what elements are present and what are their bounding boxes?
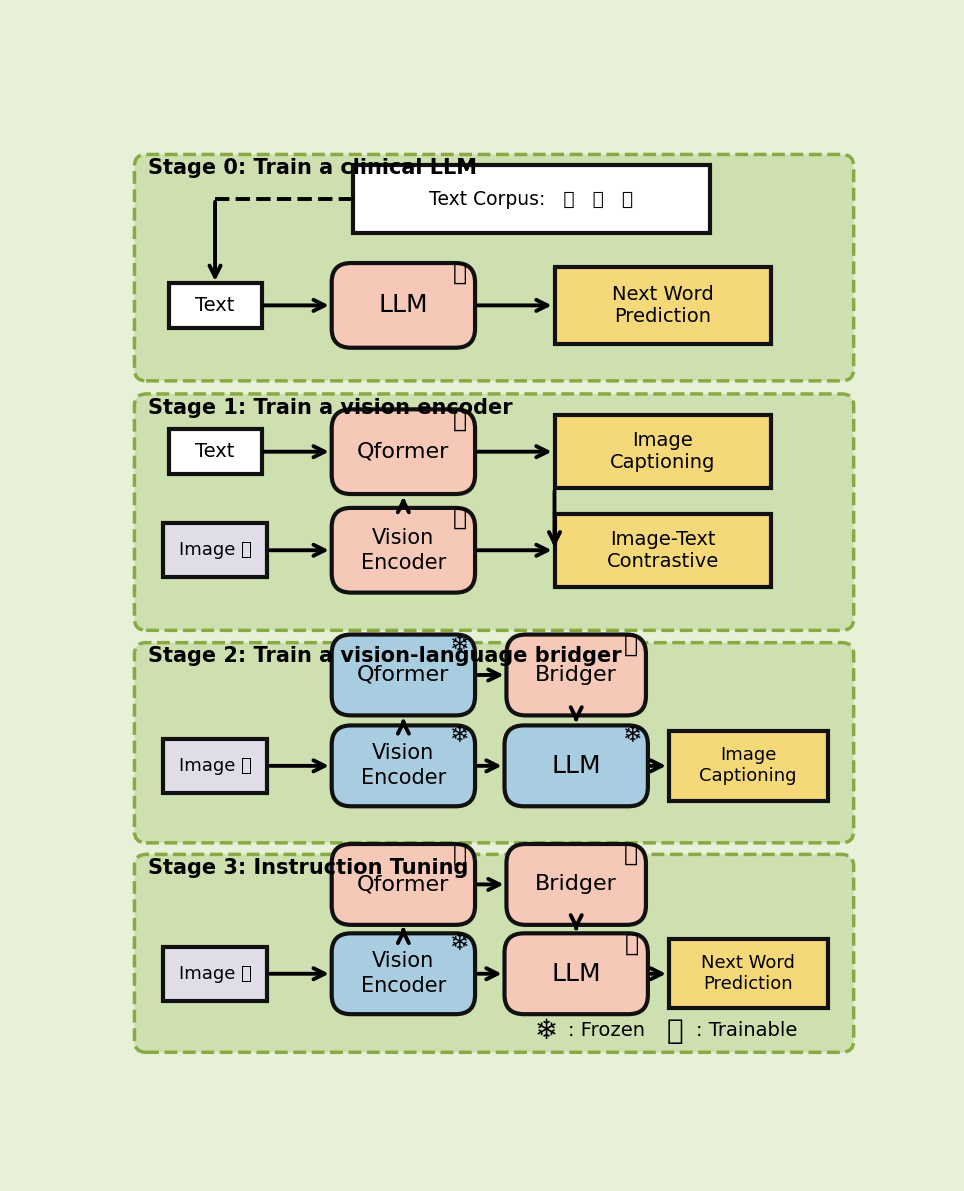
FancyBboxPatch shape [332, 635, 475, 716]
Text: Qformer: Qformer [358, 442, 449, 462]
Text: : Trainable: : Trainable [696, 1021, 797, 1040]
Text: LLM: LLM [379, 293, 428, 317]
Text: Image
Captioning: Image Captioning [610, 431, 715, 472]
Text: ❄️: ❄️ [449, 723, 469, 748]
Text: 🔥: 🔥 [452, 506, 467, 530]
Text: Text: Text [196, 295, 235, 314]
FancyBboxPatch shape [134, 854, 854, 1053]
Text: ❄️: ❄️ [449, 632, 469, 656]
FancyBboxPatch shape [163, 738, 267, 793]
FancyBboxPatch shape [332, 844, 475, 925]
Text: Next Word
Prediction: Next Word Prediction [612, 285, 714, 326]
FancyBboxPatch shape [169, 283, 261, 328]
Text: Text: Text [196, 442, 235, 461]
Text: 🔥: 🔥 [624, 632, 637, 656]
Text: ❄️: ❄️ [449, 931, 469, 955]
FancyBboxPatch shape [134, 643, 854, 843]
FancyBboxPatch shape [554, 513, 771, 587]
Text: Image 诸: Image 诸 [178, 541, 252, 560]
Text: Stage 2: Train a vision-language bridger: Stage 2: Train a vision-language bridger [148, 647, 622, 667]
FancyBboxPatch shape [332, 507, 475, 593]
FancyBboxPatch shape [163, 947, 267, 1000]
FancyBboxPatch shape [669, 939, 828, 1009]
FancyBboxPatch shape [504, 725, 648, 806]
Text: : Frozen: : Frozen [569, 1021, 646, 1040]
Text: Text Corpus:   📋   🖼   📄: Text Corpus: 📋 🖼 📄 [429, 189, 633, 208]
Text: LLM: LLM [551, 962, 601, 986]
FancyBboxPatch shape [506, 844, 646, 925]
Text: Image 诸: Image 诸 [178, 965, 252, 983]
FancyBboxPatch shape [332, 725, 475, 806]
Text: 🔥: 🔥 [452, 261, 467, 285]
Text: Vision
Encoder: Vision Encoder [361, 952, 446, 996]
FancyBboxPatch shape [504, 934, 648, 1015]
Text: Qformer: Qformer [358, 665, 449, 685]
Text: ❄️: ❄️ [535, 1017, 558, 1045]
Text: 🔥: 🔥 [452, 842, 467, 866]
FancyBboxPatch shape [669, 731, 828, 800]
FancyBboxPatch shape [353, 166, 710, 233]
Text: Stage 0: Train a clinical LLM: Stage 0: Train a clinical LLM [148, 158, 477, 179]
FancyBboxPatch shape [163, 523, 267, 578]
Text: 🔥: 🔥 [452, 407, 467, 431]
FancyBboxPatch shape [332, 410, 475, 494]
FancyBboxPatch shape [506, 635, 646, 716]
FancyBboxPatch shape [134, 394, 854, 630]
FancyBboxPatch shape [169, 430, 261, 474]
FancyBboxPatch shape [554, 267, 771, 344]
Text: LLM: LLM [551, 754, 601, 778]
Text: Stage 3: Instruction Tuning: Stage 3: Instruction Tuning [148, 859, 469, 878]
Text: 🔥: 🔥 [666, 1017, 683, 1045]
FancyBboxPatch shape [332, 263, 475, 348]
Text: Qformer: Qformer [358, 874, 449, 894]
Text: Image-Text
Contrastive: Image-Text Contrastive [607, 530, 719, 570]
FancyBboxPatch shape [332, 934, 475, 1015]
Text: Bridger: Bridger [535, 874, 617, 894]
Text: Image
Captioning: Image Captioning [700, 747, 797, 785]
Text: Vision
Encoder: Vision Encoder [361, 528, 446, 573]
Text: Next Word
Prediction: Next Word Prediction [702, 954, 795, 993]
Text: Vision
Encoder: Vision Encoder [361, 743, 446, 788]
Text: 🔥: 🔥 [626, 931, 639, 955]
Text: 🔥: 🔥 [624, 842, 637, 866]
FancyBboxPatch shape [134, 155, 854, 381]
Text: ❄️: ❄️ [623, 723, 642, 748]
Text: Image 诸: Image 诸 [178, 756, 252, 775]
Text: Stage 1: Train a vision encoder: Stage 1: Train a vision encoder [148, 398, 513, 418]
Text: Bridger: Bridger [535, 665, 617, 685]
FancyBboxPatch shape [554, 416, 771, 488]
